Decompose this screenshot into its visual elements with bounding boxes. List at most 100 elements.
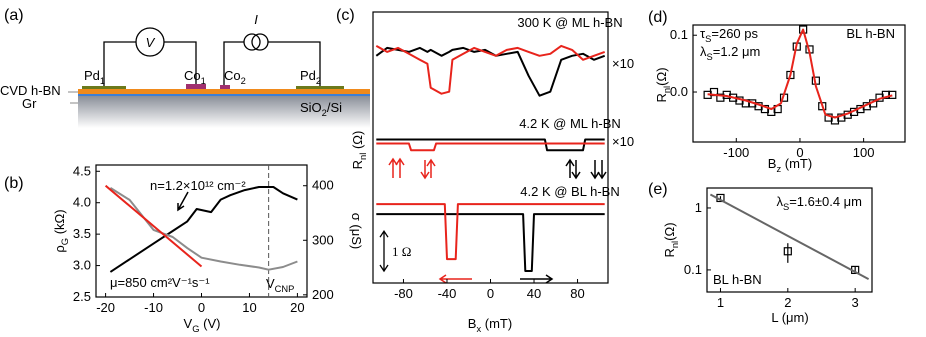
arrow: [388, 157, 405, 178]
x-axis-label-part: B: [768, 156, 777, 171]
layer-label: Gr: [22, 96, 37, 111]
y-tick-label: 1: [695, 200, 702, 215]
series-line: [375, 44, 606, 95]
y-tick-label: 3.5: [73, 226, 91, 241]
annotation: 4.2 K @ ML h-BN: [519, 116, 621, 131]
wire: [103, 41, 321, 86]
y-axis-label-part: (Ω): [350, 131, 365, 153]
annotation: 4.2 K @ BL h-BN: [520, 184, 619, 199]
x-axis-label-part: (V): [200, 316, 221, 331]
contact-label-part: 1: [201, 76, 206, 86]
panel-label: (c): [336, 7, 355, 24]
panel-label: (d): [648, 9, 668, 26]
plot-frame: [706, 187, 873, 293]
y-axis-label-part: R: [654, 93, 669, 102]
annotation: VCNP: [266, 276, 294, 294]
current-label: I: [254, 12, 258, 27]
arrow: [520, 274, 554, 284]
x-tick-label: 2: [784, 295, 791, 310]
arrow: [590, 160, 607, 180]
marker: [716, 93, 725, 102]
panel-label: (e): [648, 181, 668, 198]
panel: [692, 24, 906, 143]
y-axis-label-part: G: [60, 238, 70, 245]
y-axis-label-part: nl: [670, 241, 680, 248]
contact-label-part: Co: [184, 68, 201, 83]
annotation-part: S: [783, 202, 789, 212]
arrow: [177, 191, 189, 212]
y-axis-label: ρG (kΩ): [52, 209, 70, 252]
y-tick-label: 4.0: [73, 195, 91, 210]
scale-bar-label: 1 Ω: [392, 244, 411, 259]
x-axis-label-part: (mT): [481, 316, 512, 331]
arrows: [177, 157, 607, 284]
annotation: μ=850 cm²V⁻¹s⁻¹: [110, 275, 210, 290]
y-axis-label-part: (kΩ): [52, 209, 67, 238]
y-axis-label-part: (Ω): [654, 67, 669, 85]
x-tick-label: 0: [487, 286, 494, 301]
annotation: ×10: [612, 56, 634, 71]
contact-label: Pd1: [84, 68, 105, 86]
marker: [888, 90, 897, 99]
y-axis-label-part: nl: [662, 86, 672, 93]
contact: [186, 84, 206, 89]
x-axis-label-part: (mT): [781, 156, 812, 171]
y-tick-label: 2.5: [73, 289, 91, 304]
annotation: BL h-BN: [713, 272, 762, 287]
voltmeter-label: V: [146, 35, 156, 50]
annotation: 300 K @ ML h-BN: [517, 15, 622, 30]
annotation: τS=260 ps: [700, 26, 758, 44]
voltmeter: [135, 27, 165, 57]
pointer: [68, 91, 78, 104]
y-tick-label: 0.1: [684, 262, 702, 277]
y-tick-label: 0.1: [670, 27, 688, 42]
series-line: [104, 184, 203, 268]
series-line: [109, 187, 298, 271]
contact-label: Co2: [224, 68, 246, 86]
x-axis-label: Bx (mT): [468, 316, 512, 334]
contact-label-part: 2: [241, 76, 246, 86]
y2-tick-label: 300: [312, 232, 334, 247]
annotation: λS=1.6±0.4 μm: [776, 194, 862, 212]
layer-label-part: SiO: [300, 100, 322, 115]
substrate: [78, 96, 370, 128]
x-tick-label: 20: [290, 300, 304, 315]
x-tick-label: -100: [723, 145, 749, 160]
series-line: [376, 142, 605, 152]
annotation-part: =1.2 μm: [713, 44, 761, 59]
contact-label: Pd2: [300, 68, 321, 86]
x-tick-label: 10: [242, 300, 256, 315]
y-axis-label: Rnl(Ω): [662, 222, 680, 257]
y2-tick-label: 400: [312, 178, 334, 193]
contact-label-part: 2: [316, 76, 321, 86]
x-tick-label: -10: [144, 300, 163, 315]
annotation-part: =260 ps: [711, 26, 758, 41]
x-axis-label-part: G: [192, 324, 199, 334]
panel-label: (b): [4, 175, 24, 192]
plot-frame: [692, 24, 906, 143]
marker: [881, 90, 891, 99]
y-axis-label: Rnl (Ω): [350, 131, 368, 170]
annotation-part: S: [707, 52, 713, 62]
annotation-part: λ: [700, 44, 707, 59]
layer-label-part: /Si: [327, 100, 342, 115]
annotation-part: CNP: [275, 284, 295, 294]
contact-label: Co1: [184, 68, 206, 86]
annotation-part: τ: [700, 26, 706, 41]
x-axis-label-part: z: [776, 164, 781, 174]
x-tick-label: -20: [96, 300, 115, 315]
series-line: [709, 193, 870, 280]
annotation: n=1.2×10¹² cm⁻²: [150, 178, 246, 193]
scale-bar: [379, 230, 389, 273]
x-axis-label: Bz (mT): [768, 156, 812, 174]
x-axis-label-part: B: [468, 316, 477, 331]
layer-label-part: 2: [322, 108, 327, 118]
hbn-layer: [78, 89, 370, 94]
contact-label-part: Pd: [300, 68, 316, 83]
marker: [783, 247, 792, 256]
layer-label: SiO2/Si: [300, 100, 342, 118]
series-line: [109, 186, 298, 273]
x-axis-label-part: V: [184, 316, 193, 331]
annotation-part: S: [705, 34, 711, 44]
